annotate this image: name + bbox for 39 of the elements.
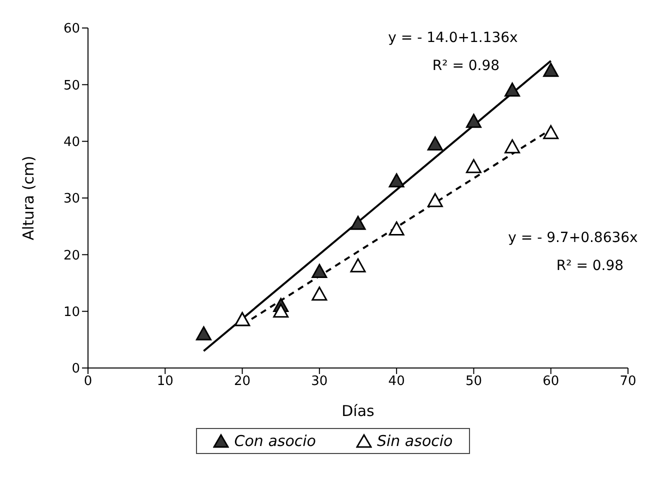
annotation: y = - 14.0+1.136x	[388, 30, 518, 46]
annotation: R² = 0.98	[432, 58, 500, 74]
legend-label: Sin asocio	[376, 432, 453, 450]
point	[427, 136, 443, 151]
point	[504, 139, 520, 154]
x-tick-label: 60	[542, 374, 560, 390]
legend-label: Con asocio	[233, 432, 316, 450]
point	[543, 62, 559, 77]
y-tick-label: 30	[63, 192, 80, 207]
point	[273, 304, 289, 318]
y-tick-label: 0	[72, 362, 80, 377]
x-tick-label: 20	[234, 374, 251, 390]
point	[312, 264, 328, 278]
x-tick-label: 0	[84, 374, 92, 390]
y-tick-label: 10	[63, 304, 80, 320]
point	[388, 173, 404, 188]
point	[312, 286, 328, 301]
x-tick-label: 70	[620, 374, 636, 390]
point	[504, 82, 520, 97]
x-axis-title: Días	[342, 402, 375, 420]
point	[388, 221, 404, 236]
point	[427, 193, 443, 208]
y-tick-label: 50	[63, 78, 80, 94]
x-tick-label: 10	[156, 374, 174, 390]
point	[543, 125, 559, 140]
point	[350, 258, 366, 272]
y-tick-label: 20	[63, 248, 80, 264]
y-tick-label: 40	[63, 134, 80, 150]
y-tick-label: 60	[63, 22, 80, 37]
point	[466, 159, 482, 174]
annotation: y = - 9.7+0.8636x	[508, 230, 638, 246]
x-tick-label: 30	[311, 374, 328, 390]
point	[196, 326, 212, 340]
point	[350, 216, 366, 230]
point	[466, 114, 482, 128]
x-tick-label: 40	[388, 374, 405, 390]
y-axis-title: Altura (cm)	[19, 156, 38, 240]
annotation: R² = 0.98	[556, 258, 624, 274]
x-tick-label: 50	[465, 374, 482, 390]
